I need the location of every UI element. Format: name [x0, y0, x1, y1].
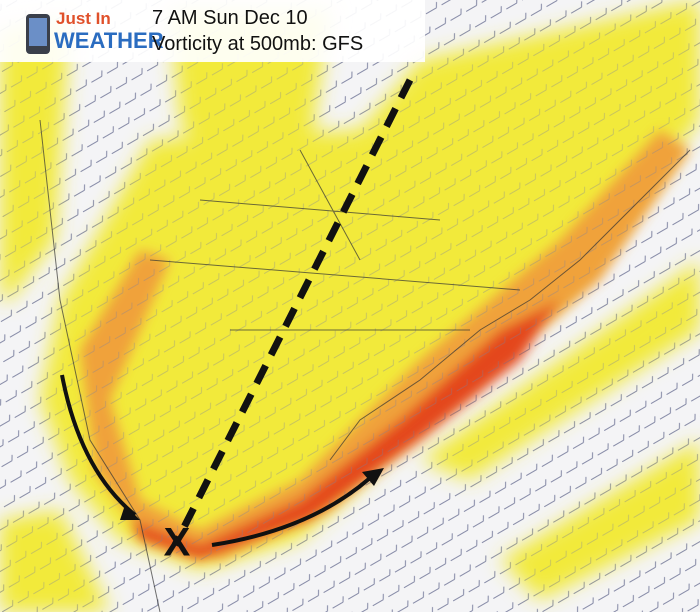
- flow-arrow: [60, 374, 137, 517]
- border: [39, 119, 161, 612]
- coastline: [329, 149, 691, 461]
- product-title: Vorticity at 500mb: GFS: [152, 33, 363, 55]
- border: [149, 149, 521, 331]
- borders: [39, 119, 691, 612]
- logo-line2: WEATHER: [54, 28, 164, 53]
- flow-arrow: [211, 476, 372, 547]
- track-line: [171, 78, 414, 547]
- header-box: [0, 0, 425, 62]
- logo-line1: Just In: [56, 9, 111, 28]
- arrowhead: [120, 505, 140, 520]
- logo-screen: [29, 18, 47, 46]
- arrowhead: [362, 468, 384, 486]
- low-center: X: [164, 521, 191, 565]
- valid-time: 7 AM Sun Dec 10: [152, 7, 308, 29]
